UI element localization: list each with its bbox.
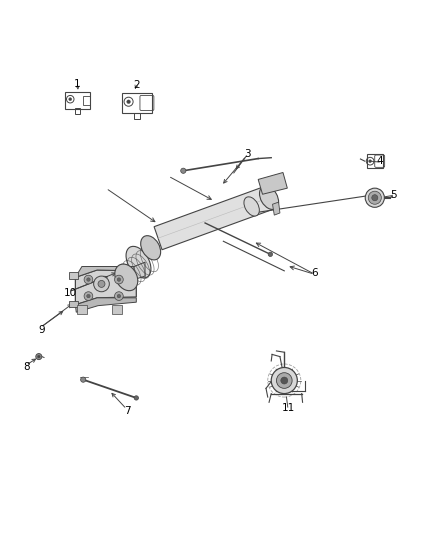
Circle shape (38, 356, 40, 358)
Text: 1: 1 (74, 79, 81, 88)
Ellipse shape (259, 186, 279, 209)
Text: 2: 2 (133, 79, 140, 90)
Circle shape (268, 252, 272, 256)
Circle shape (98, 280, 105, 287)
Circle shape (372, 195, 378, 201)
Polygon shape (75, 266, 136, 277)
Bar (123, 93, 152, 113)
Bar (75, 108, 80, 114)
Circle shape (117, 294, 120, 298)
Bar (65, 92, 90, 109)
Circle shape (276, 373, 292, 389)
Bar (69, 272, 78, 279)
Bar (367, 154, 383, 168)
Text: 11: 11 (282, 403, 295, 413)
Circle shape (181, 168, 186, 173)
Circle shape (115, 292, 123, 301)
Circle shape (271, 367, 297, 393)
Circle shape (94, 276, 110, 292)
Text: 3: 3 (244, 149, 251, 159)
Circle shape (281, 377, 288, 384)
Circle shape (69, 98, 72, 101)
Circle shape (36, 353, 42, 360)
Text: 10: 10 (64, 288, 77, 297)
Ellipse shape (126, 246, 151, 278)
Circle shape (84, 292, 93, 301)
Text: 8: 8 (23, 361, 30, 372)
Bar (77, 305, 87, 314)
Ellipse shape (115, 264, 138, 290)
Polygon shape (272, 202, 280, 215)
Polygon shape (75, 298, 136, 312)
Polygon shape (75, 270, 136, 305)
Circle shape (117, 278, 120, 281)
Bar (112, 305, 122, 314)
Ellipse shape (141, 236, 161, 260)
Text: 7: 7 (124, 406, 131, 416)
Circle shape (115, 275, 123, 284)
Circle shape (87, 278, 90, 281)
Ellipse shape (244, 197, 259, 216)
Text: 4: 4 (377, 156, 383, 166)
Bar (134, 112, 140, 119)
Circle shape (369, 160, 371, 163)
Text: 6: 6 (311, 268, 318, 278)
Polygon shape (134, 262, 145, 279)
Circle shape (365, 188, 385, 207)
Text: 5: 5 (390, 190, 396, 200)
Circle shape (127, 100, 131, 103)
Text: 9: 9 (38, 325, 45, 335)
Polygon shape (258, 173, 287, 194)
Circle shape (134, 396, 138, 400)
Bar (83, 95, 90, 105)
Circle shape (368, 191, 381, 204)
Circle shape (87, 294, 90, 298)
Circle shape (84, 275, 93, 284)
Bar (69, 301, 78, 308)
Circle shape (81, 377, 86, 382)
Polygon shape (154, 186, 273, 250)
